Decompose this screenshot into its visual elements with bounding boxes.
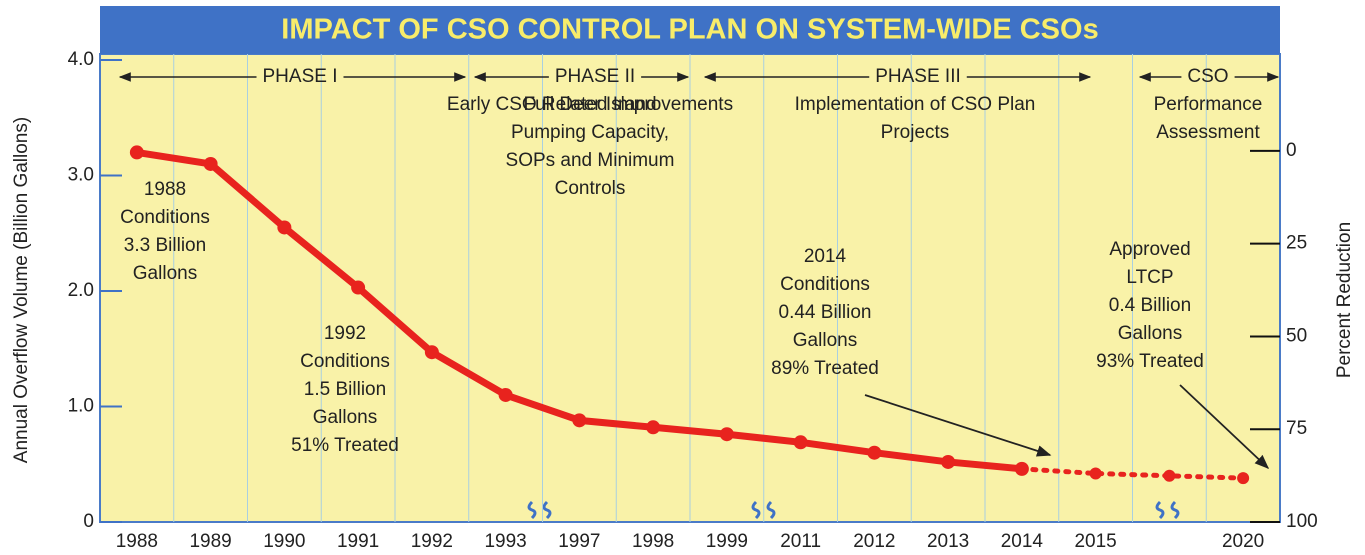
data-point <box>1237 472 1250 485</box>
x-tick-label: 1997 <box>558 531 600 552</box>
phase-text: Projects <box>881 122 950 143</box>
annotation-text: 0.4 Billion <box>1109 295 1191 316</box>
x-tick-label: 2011 <box>780 531 821 552</box>
x-tick-label: 2020 <box>1222 531 1264 552</box>
annotation-text: 3.3 Billion <box>124 235 206 256</box>
annotation-text: 51% Treated <box>291 435 399 456</box>
chart-title: IMPACT OF CSO CONTROL PLAN ON SYSTEM-WID… <box>281 14 1098 46</box>
phase-name: PHASE I <box>263 66 338 87</box>
phase-text: Controls <box>555 178 626 199</box>
annotation-text: Gallons <box>313 407 377 428</box>
annotation-text: 0.44 Billion <box>779 302 872 323</box>
x-tick-label: 2015 <box>1074 531 1116 552</box>
data-line <box>1019 466 1246 481</box>
annotation-text: 1.5 Billion <box>304 379 386 400</box>
annotation-text: 1988 <box>144 179 186 200</box>
x-tick-label: 1988 <box>116 531 158 552</box>
x-tick-label: 2013 <box>927 531 969 552</box>
annotation-text: Gallons <box>793 330 857 351</box>
data-point <box>129 145 144 160</box>
data-point <box>572 413 587 428</box>
annotation-text: Approved <box>1109 239 1190 260</box>
data-point <box>941 454 956 469</box>
x-tick-label: 1992 <box>411 531 453 552</box>
y2-tick-label: 0 <box>1286 140 1297 161</box>
data-point <box>646 420 661 435</box>
y2-tick-label: 25 <box>1286 233 1307 254</box>
annotation-text: Gallons <box>1118 323 1182 344</box>
phase-name: CSO <box>1187 66 1228 87</box>
x-tick-label: 2014 <box>1001 531 1044 552</box>
y-tick-label: 1.0 <box>68 396 94 417</box>
annotation-text: LTCP <box>1126 267 1173 288</box>
x-tick-label: 1991 <box>337 531 379 552</box>
x-tick-label: 2012 <box>853 531 895 552</box>
y-axis-label: Annual Overflow Volume (Billion Gallons) <box>11 117 32 463</box>
x-tick-label: 1990 <box>263 531 305 552</box>
phase-text: Performance <box>1154 94 1263 115</box>
y-tick-label: 2.0 <box>68 280 94 301</box>
y-tick-label: 0 <box>83 511 94 532</box>
annotation-arrow <box>864 394 1052 457</box>
annotation-text: Conditions <box>780 274 870 295</box>
phase-text: Implementation of CSO Plan <box>795 94 1036 115</box>
data-point <box>277 220 292 235</box>
y2-axis-label: Percent Reduction <box>1334 222 1355 378</box>
phase-text: Full Deer Island <box>523 94 656 115</box>
data-point <box>719 427 734 442</box>
phase-text: Pumping Capacity, <box>511 122 669 143</box>
annotation-text: Conditions <box>120 207 210 228</box>
phase-text: Early CSO Related Improvements <box>447 94 733 115</box>
x-tick-label: 1999 <box>706 531 748 552</box>
phase-text: SOPs and Minimum <box>506 150 675 171</box>
break-symbols <box>527 500 1180 520</box>
data-point <box>203 156 218 171</box>
data-point <box>424 345 439 360</box>
y2-tick-label: 100 <box>1286 511 1318 532</box>
annotation-text: Conditions <box>300 351 390 372</box>
title-banner <box>100 6 1280 54</box>
annotation-text: 89% Treated <box>771 358 879 379</box>
data-point <box>498 387 513 402</box>
data-point <box>867 445 882 460</box>
data-point <box>1015 462 1028 475</box>
x-tick-label: 1989 <box>189 531 231 552</box>
annotation-text: 93% Treated <box>1096 351 1204 372</box>
x-tick-label: 1993 <box>484 531 526 552</box>
phase-name: PHASE III <box>875 66 961 87</box>
data-point <box>1163 469 1176 482</box>
y2-tick-label: 50 <box>1286 325 1307 346</box>
y2-tick-label: 75 <box>1286 418 1307 439</box>
y-tick-label: 4.0 <box>68 49 94 70</box>
annotation-text: 2014 <box>804 246 847 267</box>
data-point <box>351 280 366 295</box>
x-tick-label: 1998 <box>632 531 674 552</box>
annotation-text: Gallons <box>133 263 197 284</box>
data-point <box>1089 467 1102 480</box>
y-tick-label: 3.0 <box>68 165 94 186</box>
data-point <box>793 435 808 450</box>
phase-name: PHASE II <box>555 66 635 87</box>
phase-text: Assessment <box>1156 122 1260 143</box>
annotation-text: 1992 <box>324 323 366 344</box>
annotation-arrow <box>1179 384 1270 469</box>
